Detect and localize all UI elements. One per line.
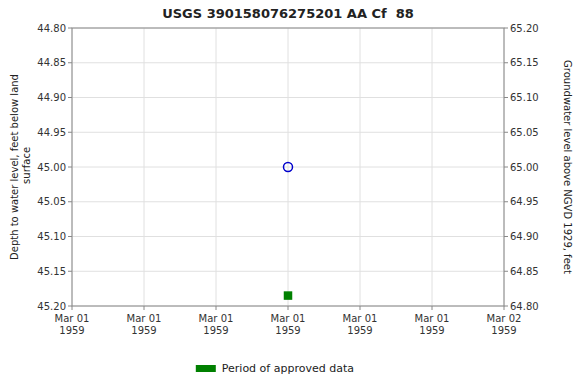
tick-mark [68, 132, 72, 133]
tick-label: Mar 011959 [199, 313, 234, 336]
grid-line [144, 28, 145, 306]
text-line: Mar 01 [271, 313, 306, 324]
text-line: 1959 [59, 325, 84, 336]
marks [284, 163, 293, 300]
text-line: Mar 01 [343, 313, 378, 324]
text-line: 1959 [131, 325, 156, 336]
text-line: 1959 [491, 325, 516, 336]
tick-mark [360, 306, 361, 310]
tick-mark [432, 306, 433, 310]
tick-label: Mar 011959 [343, 313, 378, 336]
text-line: Mar 01 [415, 313, 450, 324]
tick-mark [504, 236, 508, 237]
title: USGS 390158076275201 AA Cf 88 [162, 6, 414, 21]
tick-mark [504, 62, 508, 63]
tick-label: 45.20 [37, 301, 66, 312]
text-line: Depth to water level, feet below land [9, 74, 20, 260]
tick-label: Mar 011959 [271, 313, 306, 336]
point [285, 292, 292, 299]
grid-line [288, 28, 289, 306]
tick-label: Mar 011959 [127, 313, 162, 336]
text-line: surface [21, 147, 32, 187]
tick-mark [68, 167, 72, 168]
tick-label: 64.95 [510, 196, 539, 207]
grid-line [216, 28, 217, 306]
text-line: 1959 [347, 325, 372, 336]
tick-label: 44.95 [37, 127, 66, 138]
tick-label: 45.15 [37, 266, 66, 277]
tick-label: Mar 011959 [415, 313, 450, 336]
tick-label: 65.15 [510, 57, 539, 68]
tick-mark [144, 306, 145, 310]
tick-mark [68, 62, 72, 63]
tick-label: 65.20 [510, 23, 539, 34]
tick-label: 65.10 [510, 92, 539, 103]
tick-mark [504, 28, 508, 29]
text-line: Groundwater level above NGVD 1929, feet [562, 60, 573, 274]
tick-label: Mar 011959 [55, 313, 90, 336]
point [284, 163, 293, 172]
legend: Period of approved data [196, 362, 354, 375]
plot-area [72, 28, 504, 306]
tick-mark [504, 201, 508, 202]
grid-line [360, 28, 361, 306]
legend-swatch [196, 365, 216, 372]
tick-label: 64.90 [510, 231, 539, 242]
tick-mark [68, 306, 72, 307]
tick-mark [288, 306, 289, 310]
tick-mark [504, 306, 505, 310]
axis-label: Groundwater level above NGVD 1929, feet [562, 60, 573, 274]
tick-mark [72, 306, 73, 310]
legend-label: Period of approved data [222, 362, 354, 375]
tick-label: 65.00 [510, 162, 539, 173]
tick-mark [68, 271, 72, 272]
text-line: 1959 [419, 325, 444, 336]
tick-label: 45.00 [37, 162, 66, 173]
tick-mark [68, 201, 72, 202]
tick-label: Mar 021959 [487, 313, 522, 336]
text-line: 1959 [275, 325, 300, 336]
text-line: Mar 01 [127, 313, 162, 324]
tick-label: 64.85 [510, 266, 539, 277]
tick-label: 44.80 [37, 23, 66, 34]
tick-label: 65.05 [510, 127, 539, 138]
tick-label: 45.05 [37, 196, 66, 207]
tick-mark [68, 28, 72, 29]
tick-label: 64.80 [510, 301, 539, 312]
axes: 44.80 44.85 44.90 44.95 45.00 45.05 45.10 45.15… [37, 23, 538, 337]
tick-mark [216, 306, 217, 310]
text-line: Mar 02 [487, 313, 522, 324]
tick-mark [504, 306, 508, 307]
tick-label: 45.10 [37, 231, 66, 242]
tick-mark [504, 271, 508, 272]
tick-mark [68, 236, 72, 237]
tick-label: 44.90 [37, 92, 66, 103]
tick-mark [504, 167, 508, 168]
tick-label: 44.85 [37, 57, 66, 68]
grid-line [432, 28, 433, 306]
text-line: Mar 01 [199, 313, 234, 324]
text-line: Mar 01 [55, 313, 90, 324]
tick-mark [504, 132, 508, 133]
chart: 44.80 44.85 44.90 44.95 45.00 45.05 45.10 45.15… [0, 0, 576, 384]
text-line: 1959 [203, 325, 228, 336]
tick-mark [68, 97, 72, 98]
plot-frame [72, 28, 504, 306]
axis-label: Depth to water level, feet below land su… [9, 74, 32, 260]
tick-mark [504, 97, 508, 98]
grid [72, 28, 504, 306]
